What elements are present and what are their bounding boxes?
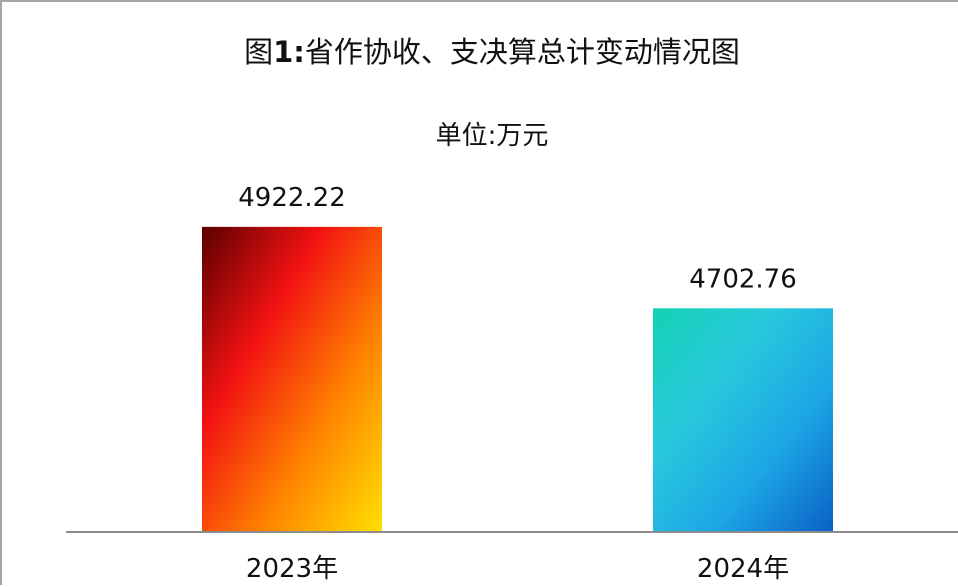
- chart-title-suffix: 省作协收、支决算总计变动情况图: [305, 35, 740, 69]
- labels-layer: 4922.22 2023年 4702.76 2024年: [238, 183, 797, 584]
- bars-layer: [202, 226, 833, 532]
- chart-title-number: 1:: [273, 35, 305, 69]
- chart-unit-label: 单位:万元: [436, 121, 549, 151]
- data-label-2023年: 4922.22: [238, 183, 346, 213]
- x-tick-label-2024年: 2024年: [697, 554, 789, 584]
- chart-title: 图1:省作协收、支决算总计变动情况图: [244, 35, 740, 69]
- bar-2024年: [653, 308, 833, 532]
- x-tick-label-2023年: 2023年: [246, 554, 338, 584]
- data-label-2024年: 4702.76: [689, 264, 797, 294]
- chart-title-prefix: 图: [244, 35, 273, 69]
- bar-2023年: [202, 226, 382, 532]
